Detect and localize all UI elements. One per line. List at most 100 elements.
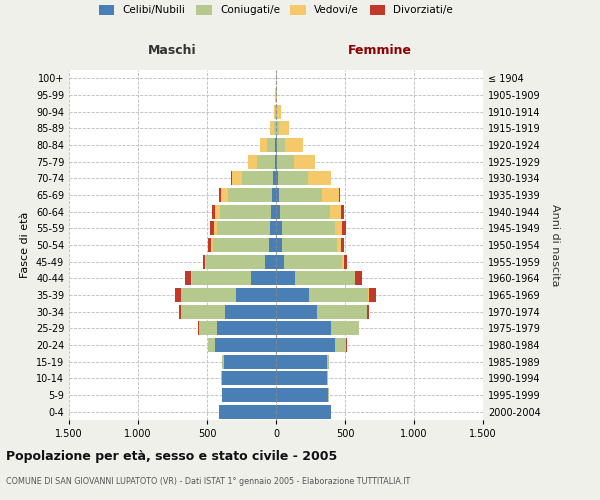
- Bar: [257, 154, 275, 169]
- Bar: [222, 354, 224, 369]
- Bar: [337, 238, 341, 252]
- Bar: [309, 288, 368, 302]
- Bar: [344, 254, 347, 269]
- Bar: [276, 221, 281, 236]
- Bar: [221, 371, 222, 386]
- Bar: [322, 188, 339, 202]
- Bar: [181, 288, 236, 302]
- Bar: [212, 238, 269, 252]
- Bar: [276, 254, 284, 269]
- Bar: [215, 338, 276, 352]
- Bar: [280, 204, 330, 219]
- Bar: [222, 388, 276, 402]
- Bar: [276, 121, 279, 136]
- Bar: [276, 238, 282, 252]
- Bar: [276, 338, 335, 352]
- Bar: [276, 271, 295, 285]
- Bar: [281, 221, 335, 236]
- Bar: [214, 221, 217, 236]
- Bar: [317, 304, 367, 319]
- Text: Popolazione per età, sesso e stato civile - 2005: Popolazione per età, sesso e stato civil…: [6, 450, 337, 463]
- Bar: [278, 171, 308, 186]
- Bar: [276, 371, 327, 386]
- Bar: [208, 238, 211, 252]
- Bar: [269, 238, 276, 252]
- Bar: [275, 104, 276, 118]
- Bar: [217, 322, 276, 336]
- Bar: [222, 371, 276, 386]
- Bar: [275, 154, 276, 169]
- Bar: [276, 188, 280, 202]
- Bar: [276, 154, 277, 169]
- Bar: [284, 254, 342, 269]
- Bar: [225, 304, 276, 319]
- Bar: [271, 221, 276, 236]
- Bar: [211, 238, 212, 252]
- Bar: [276, 354, 327, 369]
- Bar: [220, 404, 276, 419]
- Bar: [260, 138, 267, 152]
- Y-axis label: Fasce di età: Fasce di età: [20, 212, 30, 278]
- Bar: [341, 238, 344, 252]
- Bar: [236, 288, 276, 302]
- Bar: [274, 104, 275, 118]
- Bar: [276, 204, 280, 219]
- Bar: [295, 271, 355, 285]
- Text: Maschi: Maschi: [148, 44, 197, 57]
- Bar: [285, 138, 303, 152]
- Bar: [271, 204, 276, 219]
- Bar: [185, 271, 191, 285]
- Bar: [330, 204, 341, 219]
- Bar: [276, 171, 278, 186]
- Bar: [276, 404, 331, 419]
- Bar: [342, 221, 346, 236]
- Bar: [339, 188, 340, 202]
- Bar: [327, 371, 328, 386]
- Bar: [241, 171, 273, 186]
- Bar: [341, 204, 344, 219]
- Bar: [272, 188, 276, 202]
- Bar: [228, 188, 272, 202]
- Bar: [231, 171, 232, 186]
- Bar: [308, 171, 331, 186]
- Bar: [276, 138, 277, 152]
- Legend: Celibi/Nubili, Coniugati/e, Vedovi/e, Divorziati/e: Celibi/Nubili, Coniugati/e, Vedovi/e, Di…: [99, 5, 453, 15]
- Bar: [248, 154, 257, 169]
- Bar: [206, 254, 265, 269]
- Bar: [282, 238, 337, 252]
- Bar: [335, 221, 342, 236]
- Bar: [276, 322, 331, 336]
- Bar: [273, 171, 276, 186]
- Bar: [355, 271, 362, 285]
- Bar: [276, 104, 277, 118]
- Bar: [205, 254, 206, 269]
- Bar: [221, 188, 228, 202]
- Text: COMUNE DI SAN GIOVANNI LUPATOTO (VR) - Dati ISTAT 1° gennaio 2005 - Elaborazione: COMUNE DI SAN GIOVANNI LUPATOTO (VR) - D…: [6, 478, 410, 486]
- Bar: [203, 254, 205, 269]
- Bar: [220, 188, 221, 202]
- Bar: [232, 171, 241, 186]
- Bar: [277, 138, 285, 152]
- Bar: [208, 338, 215, 352]
- Y-axis label: Anni di nascita: Anni di nascita: [550, 204, 560, 286]
- Bar: [294, 154, 314, 169]
- Bar: [179, 304, 181, 319]
- Bar: [265, 254, 276, 269]
- Bar: [199, 322, 217, 336]
- Bar: [274, 121, 276, 136]
- Bar: [367, 304, 370, 319]
- Bar: [280, 188, 322, 202]
- Bar: [369, 288, 376, 302]
- Bar: [276, 88, 277, 102]
- Bar: [327, 354, 329, 369]
- Bar: [220, 204, 271, 219]
- Bar: [279, 121, 289, 136]
- Bar: [275, 138, 276, 152]
- Text: Femmine: Femmine: [347, 44, 412, 57]
- Bar: [175, 288, 181, 302]
- Bar: [331, 322, 359, 336]
- Bar: [251, 271, 276, 285]
- Bar: [224, 354, 276, 369]
- Bar: [212, 204, 215, 219]
- Bar: [276, 288, 309, 302]
